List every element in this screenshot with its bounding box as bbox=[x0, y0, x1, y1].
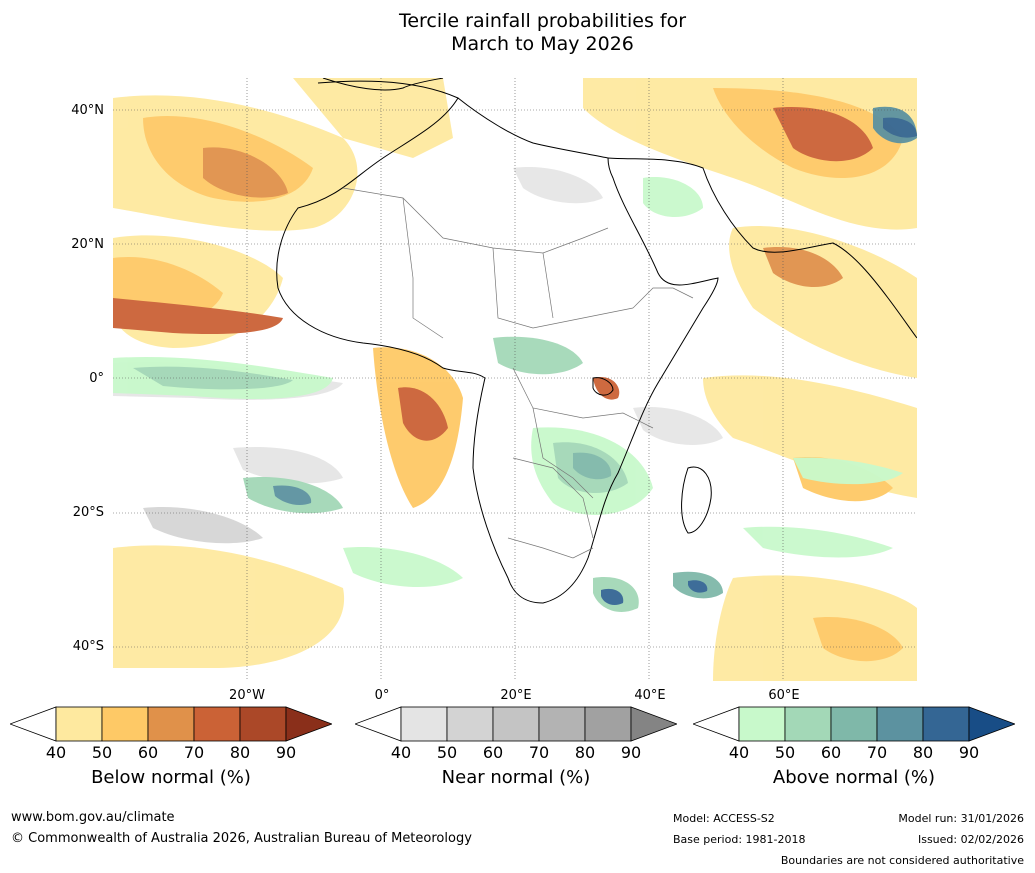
cb-below-tick: 80 bbox=[229, 743, 251, 762]
cb-near-tick: 50 bbox=[436, 743, 458, 762]
colorbar-bin bbox=[584, 706, 632, 742]
colorbar-bin bbox=[738, 706, 786, 742]
lon-label-0: 0° bbox=[374, 688, 390, 703]
lon-label-60e: 60°E bbox=[768, 688, 800, 703]
graticule bbox=[113, 78, 917, 681]
colorbar-bin bbox=[193, 706, 241, 742]
colorbar-bin bbox=[492, 706, 540, 742]
colorbar-bin bbox=[784, 706, 832, 742]
colorbar-high-extend bbox=[285, 706, 332, 742]
colorbar-bin bbox=[239, 706, 287, 742]
colorbar-bin bbox=[101, 706, 149, 742]
cb-below-tick: 70 bbox=[183, 743, 205, 762]
country-borders bbox=[342, 187, 694, 559]
cb-above-tick: 50 bbox=[774, 743, 796, 762]
lon-label-20e: 20°E bbox=[500, 688, 532, 703]
colorbar-above-label: Above normal (%) bbox=[772, 767, 936, 788]
above-normal-patches bbox=[113, 106, 917, 613]
footer-url[interactable]: www.bom.gov.au/climate bbox=[11, 810, 175, 825]
colorbar-high-extend bbox=[630, 706, 677, 742]
colorbar-bin bbox=[400, 706, 448, 742]
colorbar-above-normal bbox=[693, 706, 1015, 742]
colorbar-high-extend bbox=[968, 706, 1015, 742]
cb-above-tick: 40 bbox=[728, 743, 750, 762]
cb-below-tick: 40 bbox=[45, 743, 67, 762]
coastlines bbox=[276, 77, 918, 604]
cb-near-tick: 80 bbox=[574, 743, 596, 762]
cb-above-tick: 70 bbox=[866, 743, 888, 762]
cb-near-tick: 40 bbox=[390, 743, 412, 762]
lat-label-20n: 20°N bbox=[71, 237, 104, 252]
colorbar-low-extend bbox=[10, 706, 57, 742]
cb-above-tick: 90 bbox=[958, 743, 980, 762]
lat-label-0: 0° bbox=[89, 371, 104, 386]
footer-issued: Issued: 02/02/2026 bbox=[917, 833, 1024, 846]
lat-label-40n: 40°N bbox=[71, 103, 104, 118]
cb-above-tick: 60 bbox=[820, 743, 842, 762]
colorbar-bin bbox=[446, 706, 494, 742]
footer-model-run: Model run: 31/01/2026 bbox=[898, 812, 1024, 825]
below-normal-patches bbox=[113, 78, 917, 681]
cb-below-tick: 50 bbox=[91, 743, 113, 762]
colorbar-near-normal bbox=[355, 706, 677, 742]
footer-disclaimer: Boundaries are not considered authoritat… bbox=[780, 854, 1024, 867]
colorbar-bin bbox=[538, 706, 586, 742]
colorbar-bin bbox=[55, 706, 103, 742]
map-svg bbox=[113, 77, 918, 681]
cb-near-tick: 60 bbox=[482, 743, 504, 762]
cb-above-tick: 80 bbox=[912, 743, 934, 762]
map-title: Tercile rainfall probabilities for March… bbox=[0, 10, 1035, 56]
cb-below-tick: 90 bbox=[275, 743, 297, 762]
colorbar-near-label: Near normal (%) bbox=[441, 767, 591, 788]
cb-below-tick: 60 bbox=[137, 743, 159, 762]
colorbar-low-extend bbox=[355, 706, 402, 742]
footer-model: Model: ACCESS-S2 bbox=[673, 812, 775, 825]
colorbar-bin bbox=[876, 706, 924, 742]
lat-label-20s: 20°S bbox=[72, 505, 104, 520]
lat-label-40s: 40°S bbox=[72, 639, 104, 654]
colorbar-below-label: Below normal (%) bbox=[91, 767, 251, 788]
title-line-2: March to May 2026 bbox=[451, 33, 634, 55]
colorbar-bin bbox=[922, 706, 970, 742]
colorbar-bin bbox=[830, 706, 878, 742]
cb-near-tick: 70 bbox=[528, 743, 550, 762]
cb-near-tick: 90 bbox=[620, 743, 642, 762]
footer-base-period: Base period: 1981-2018 bbox=[673, 833, 806, 846]
colorbar-below-normal bbox=[10, 706, 332, 742]
colorbar-low-extend bbox=[693, 706, 740, 742]
colorbar-bin bbox=[147, 706, 195, 742]
rainfall-probability-map bbox=[113, 77, 918, 681]
lon-label-20w: 20°W bbox=[229, 688, 265, 703]
title-line-1: Tercile rainfall probabilities for bbox=[398, 10, 687, 32]
footer-copyright: © Commonwealth of Australia 2026, Austra… bbox=[11, 831, 472, 846]
lon-label-40e: 40°E bbox=[634, 688, 666, 703]
